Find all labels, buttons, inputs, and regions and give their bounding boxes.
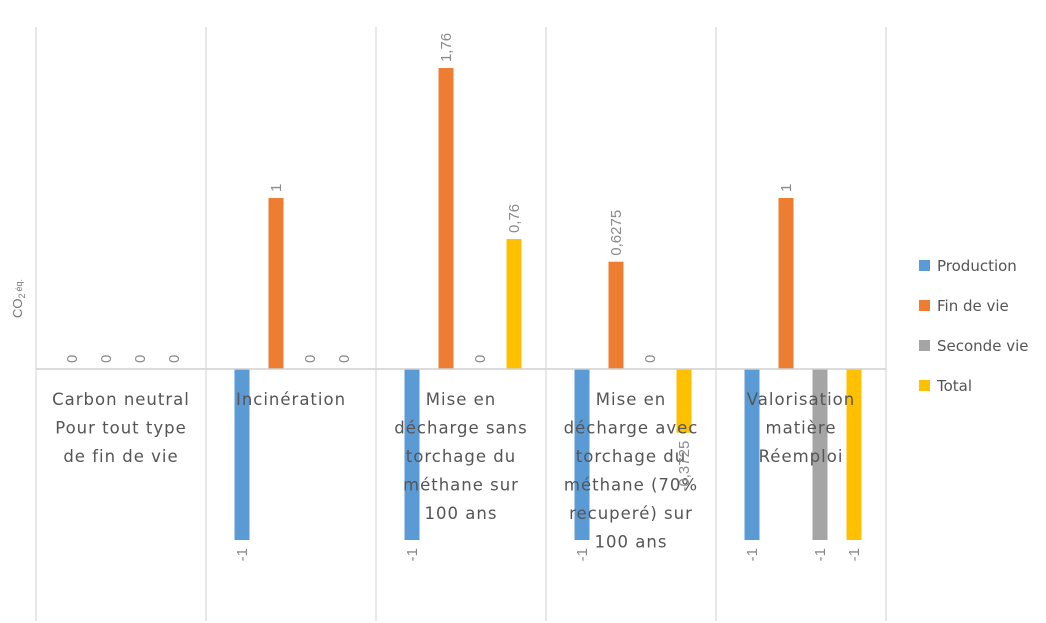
legend-label: Production xyxy=(937,257,1017,275)
bar-production xyxy=(404,369,420,540)
data-label: -1 xyxy=(574,548,591,561)
data-label: 1 xyxy=(778,184,795,192)
data-label: -0,3725 xyxy=(676,441,693,492)
bar-fin-de-vie xyxy=(608,261,624,369)
legend-swatch xyxy=(919,260,930,271)
data-label: -1 xyxy=(812,548,829,561)
category-label: décharge avec xyxy=(564,419,699,438)
data-label: 1,76 xyxy=(438,33,455,62)
data-label: 0 xyxy=(302,355,319,363)
bar-total xyxy=(676,369,692,433)
category-label: décharge sans xyxy=(394,419,527,438)
data-label: 0 xyxy=(132,355,149,363)
category-label: Incinération xyxy=(236,390,346,409)
category-label: méthane (70% xyxy=(564,476,698,495)
category-label: 100 ans xyxy=(425,504,498,523)
category-label: Mise en xyxy=(426,390,496,409)
category-label: Carbon neutral xyxy=(52,390,190,409)
bar-production xyxy=(574,369,590,540)
category-labels: Carbon neutral Pour tout type de fin de vi… xyxy=(52,390,855,552)
data-label: 0,6275 xyxy=(608,210,625,256)
legend-swatch xyxy=(919,380,930,391)
bar-fin-de-vie xyxy=(778,198,794,369)
bars xyxy=(234,68,862,540)
data-label: 1 xyxy=(268,184,285,192)
data-label: -1 xyxy=(234,548,251,561)
category-label: Mise en xyxy=(596,390,666,409)
data-label: 0 xyxy=(336,355,353,363)
category-label: méthane sur xyxy=(403,476,519,495)
category-dividers xyxy=(35,27,887,621)
category-label: Réemploi xyxy=(759,447,844,466)
category-label: torchage du xyxy=(406,447,516,466)
category-label: 100 ans xyxy=(595,533,668,552)
y-axis-label: CO2éq. xyxy=(10,279,27,318)
data-label: 0 xyxy=(642,355,659,363)
category-label: torchage du xyxy=(576,447,686,466)
legend: Production Fin de vie Seconde vie Total xyxy=(919,257,1028,395)
legend-label: Seconde vie xyxy=(937,337,1028,355)
category-label: recuperé) sur xyxy=(569,504,693,523)
legend-label: Total xyxy=(936,377,972,395)
legend-swatch xyxy=(919,340,930,351)
bar-total xyxy=(506,239,522,369)
data-labels: 0 -1 -1 -1 -1 0 1 1,76 0,6275 1 0 0 0 0 -1 0 0 0,76 -0,372… xyxy=(64,33,863,562)
bar-production xyxy=(744,369,760,540)
data-label: 0 xyxy=(472,355,489,363)
data-label: -1 xyxy=(404,548,421,561)
data-label: 0,76 xyxy=(506,204,523,233)
data-label: -1 xyxy=(846,548,863,561)
bar-production xyxy=(234,369,250,540)
bar-fin-de-vie xyxy=(438,68,454,369)
category-label: de fin de vie xyxy=(63,447,178,466)
data-label: -1 xyxy=(744,548,761,561)
data-label: 0 xyxy=(64,355,81,363)
category-label: Pour tout type xyxy=(55,419,187,438)
bar-seconde-vie xyxy=(812,369,828,540)
legend-label: Fin de vie xyxy=(937,297,1009,315)
y-axis-title: CO2éq. xyxy=(10,279,27,318)
category-label: matière xyxy=(766,419,837,438)
data-label: 0 xyxy=(166,355,183,363)
legend-swatch xyxy=(919,300,930,311)
category-label: Valorisation xyxy=(747,390,855,409)
bar-total xyxy=(846,369,862,540)
bar-fin-de-vie xyxy=(268,198,284,369)
data-label: 0 xyxy=(98,355,115,363)
